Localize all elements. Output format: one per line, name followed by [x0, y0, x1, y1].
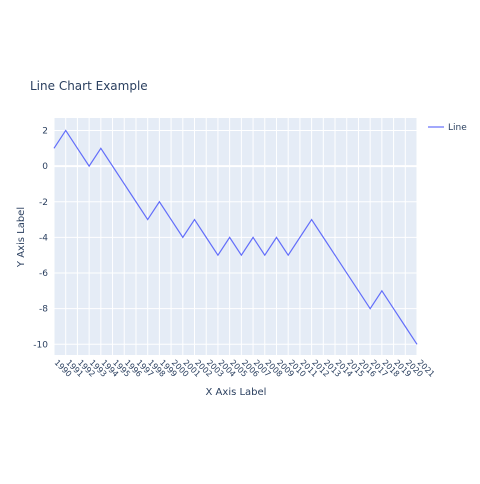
chart-title: Line Chart Example	[30, 79, 148, 93]
y-tick-label: -10	[33, 340, 48, 350]
legend-label: Line	[448, 123, 467, 133]
plot-area	[54, 118, 417, 355]
y-axis-label: Y Axis Label	[16, 207, 27, 268]
y-tick-label: 2	[42, 126, 48, 136]
y-tick-label: -2	[39, 198, 48, 208]
y-tick-label: -6	[39, 269, 48, 279]
y-tick-label: 0	[42, 162, 48, 172]
y-tick-label: -8	[39, 305, 48, 315]
y-tick-label: -4	[39, 233, 48, 243]
line	[53, 129, 418, 345]
x-axis-label: X Axis Label	[206, 387, 267, 398]
